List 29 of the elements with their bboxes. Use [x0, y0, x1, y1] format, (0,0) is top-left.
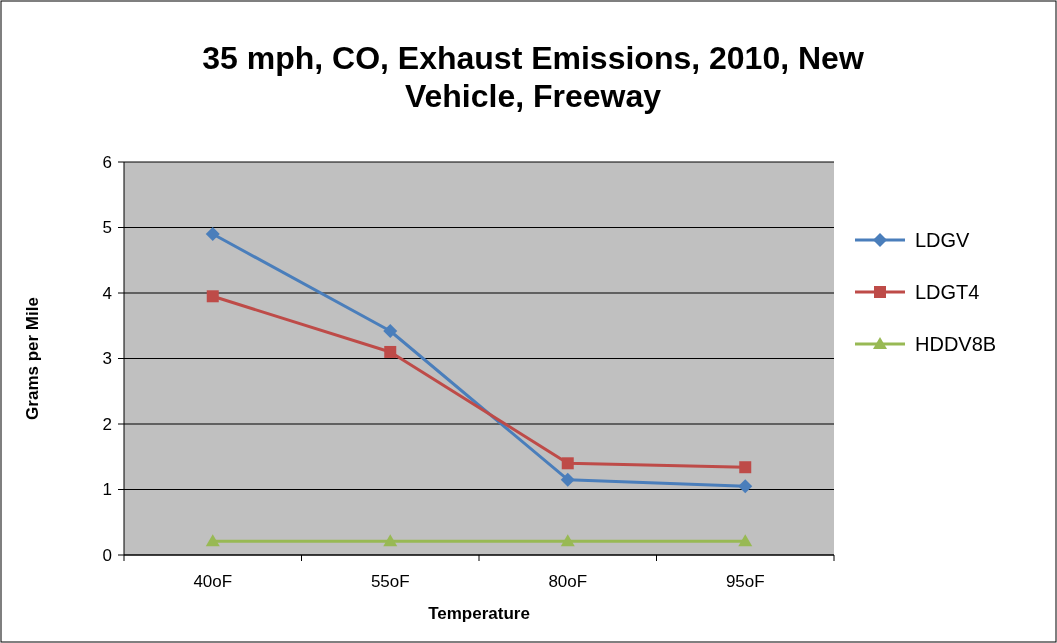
legend-label: LDGT4 — [915, 281, 980, 303]
point — [205, 534, 220, 547]
y-tick-label: 4 — [102, 283, 112, 303]
x-tick-label: 95oF — [725, 572, 765, 591]
point — [383, 323, 398, 338]
point — [739, 461, 752, 474]
x-tick-label: 40oF — [193, 572, 233, 591]
x-axis-title: Temperature — [428, 604, 530, 623]
x-tick-label: 80oF — [548, 572, 588, 591]
point — [384, 345, 397, 358]
point — [738, 479, 753, 494]
y-axis-title: Grams per Mile — [23, 297, 42, 420]
point — [205, 227, 220, 242]
point — [560, 472, 575, 487]
chart-title: 35 mph, CO, Exhaust Emissions, 2010, New Vehicle, Freeway — [202, 40, 864, 114]
y-tick-label: 6 — [102, 152, 112, 172]
y-tick-label: 1 — [102, 480, 112, 500]
point — [738, 534, 753, 547]
point — [560, 534, 575, 547]
y-tick-label: 5 — [102, 218, 112, 238]
legend-label: HDDV8B — [915, 333, 997, 355]
y-tick-label: 3 — [102, 349, 112, 369]
point — [561, 457, 574, 470]
y-tick-label: 0 — [102, 545, 112, 565]
x-tick-label: 55oF — [370, 572, 410, 591]
y-tick-label: 2 — [102, 414, 112, 434]
point — [206, 290, 219, 303]
point — [383, 534, 398, 547]
legend-label: LDGV — [915, 229, 971, 251]
